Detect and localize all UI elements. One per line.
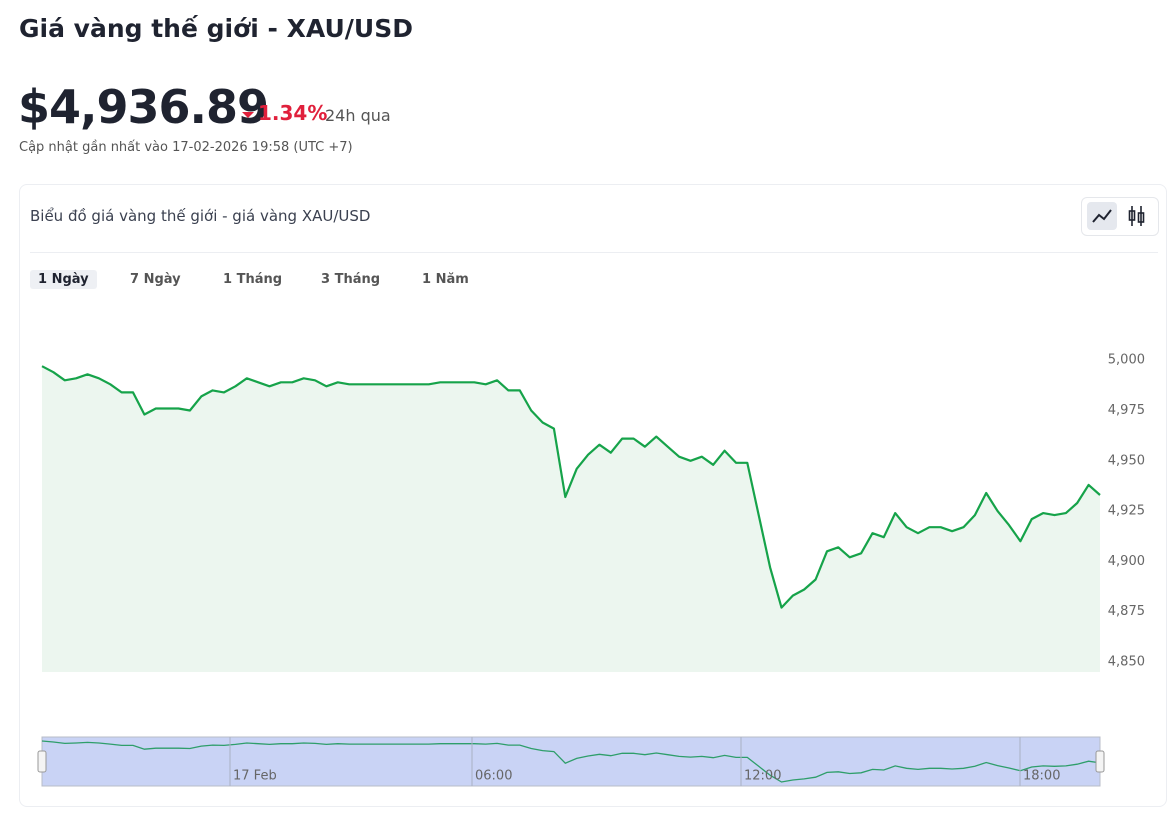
page-title: Giá vàng thế giới - XAU/USD: [19, 14, 413, 43]
navigator-label: 06:00: [475, 769, 512, 784]
navigator-handle: [1095, 750, 1105, 773]
price-change: 1.34%: [258, 101, 328, 125]
navigator-label: 18:00: [1023, 769, 1060, 784]
price: $4,936.89: [18, 80, 269, 134]
area: [42, 366, 1100, 672]
y-tick-label: 4,925: [1108, 504, 1145, 519]
divider: [30, 252, 1158, 253]
card-title: Biểu đồ giá vàng thế giới - giá vàng XAU…: [30, 207, 371, 225]
range-tab[interactable]: 1 Tháng: [223, 272, 283, 287]
range-tab[interactable]: 1 Năm: [422, 272, 469, 287]
navigator-handle: [37, 750, 47, 773]
candle-icon: [1128, 206, 1145, 226]
y-tick-label: 4,850: [1108, 654, 1145, 669]
navigator-label: 17 Feb: [233, 769, 277, 784]
line: [41, 365, 1101, 609]
y-tick-label: 4,900: [1108, 554, 1145, 569]
line-button[interactable]: [1087, 202, 1117, 230]
line-icon: [1092, 209, 1112, 223]
y-tick-label: 5,000: [1108, 353, 1145, 368]
y-tick-label: 4,875: [1108, 604, 1145, 619]
chart-type-switch: [1081, 197, 1159, 236]
plot: 4,850 4,875 4,900 4,925 4,950 4,975 5,000 17 Fe…: [37, 353, 1145, 787]
navigator-label: 12:00: [744, 769, 781, 784]
y-tick-label: 4,950: [1108, 453, 1145, 468]
navigator-line: [41, 740, 1101, 783]
range-tab[interactable]: 3 Tháng: [321, 272, 381, 287]
updated: Cập nhật gần nhất vào 17-02-2026 19:58 (…: [19, 140, 353, 155]
y-tick-label: 4,975: [1108, 403, 1145, 418]
range-tab[interactable]: 1 Ngày: [30, 270, 97, 289]
chart-card: [19, 184, 1167, 807]
range-tab[interactable]: 7 Ngày: [130, 272, 181, 287]
down-arrow: [242, 112, 254, 118]
period: 24h qua: [325, 106, 391, 125]
